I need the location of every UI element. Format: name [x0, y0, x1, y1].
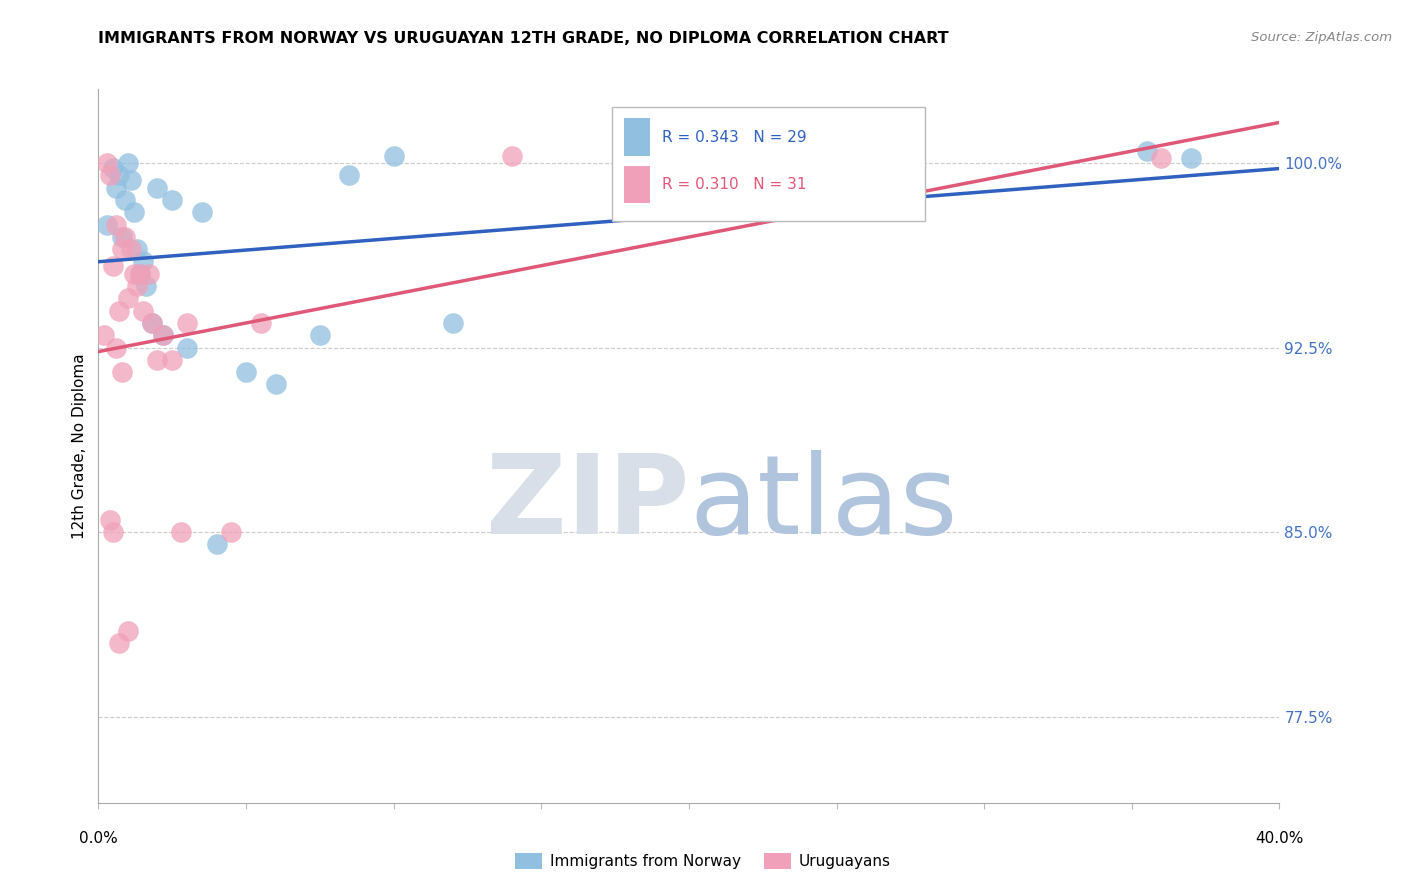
Text: R = 0.343   N = 29: R = 0.343 N = 29: [662, 129, 807, 145]
Point: [141, 316, 163, 330]
Point: [98, 513, 121, 527]
Point: [128, 267, 150, 281]
Point: [108, 169, 131, 183]
Point: [120, 242, 142, 256]
Point: [146, 352, 169, 367]
Point: [128, 267, 150, 281]
Point: [117, 624, 139, 638]
Text: Source: ZipAtlas.com: Source: ZipAtlas.com: [1251, 31, 1392, 45]
Point: [122, 205, 145, 219]
Point: [176, 341, 198, 355]
Text: atlas: atlas: [689, 450, 957, 557]
Point: [162, 352, 183, 367]
Point: [103, 525, 125, 540]
Text: R = 0.310   N = 31: R = 0.310 N = 31: [662, 178, 806, 193]
Text: 40.0%: 40.0%: [1256, 831, 1303, 846]
Point: [111, 365, 134, 379]
Point: [103, 161, 125, 175]
Point: [1135, 144, 1157, 158]
Text: IMMIGRANTS FROM NORWAY VS URUGUAYAN 12TH GRADE, NO DIPLOMA CORRELATION CHART: IMMIGRANTS FROM NORWAY VS URUGUAYAN 12TH…: [98, 31, 949, 46]
Point: [114, 193, 136, 207]
Point: [114, 230, 136, 244]
Point: [152, 328, 174, 343]
FancyBboxPatch shape: [624, 166, 650, 203]
Point: [382, 148, 405, 162]
Point: [105, 341, 128, 355]
Point: [152, 328, 174, 343]
FancyBboxPatch shape: [624, 119, 650, 155]
Point: [103, 260, 125, 274]
Point: [125, 279, 148, 293]
Point: [108, 303, 131, 318]
Point: [111, 242, 134, 256]
Point: [309, 328, 332, 343]
Point: [235, 365, 257, 379]
Legend: Immigrants from Norway, Uruguayans: Immigrants from Norway, Uruguayans: [509, 847, 897, 875]
Point: [264, 377, 287, 392]
Text: 0.0%: 0.0%: [79, 831, 118, 846]
Point: [122, 267, 145, 281]
Point: [170, 525, 193, 540]
Point: [339, 169, 360, 183]
Text: ZIP: ZIP: [485, 450, 689, 557]
Point: [125, 242, 148, 256]
Point: [501, 148, 523, 162]
Point: [117, 291, 139, 305]
Point: [111, 230, 134, 244]
Point: [162, 193, 183, 207]
Point: [1150, 151, 1173, 165]
Point: [120, 173, 142, 187]
Point: [176, 316, 198, 330]
Point: [191, 205, 214, 219]
Point: [250, 316, 273, 330]
FancyBboxPatch shape: [612, 107, 925, 221]
Point: [98, 169, 121, 183]
Point: [141, 316, 163, 330]
Point: [96, 156, 118, 170]
Point: [105, 180, 128, 194]
Point: [678, 156, 700, 170]
Point: [132, 303, 155, 318]
Point: [221, 525, 243, 540]
Point: [105, 218, 128, 232]
Point: [117, 156, 139, 170]
Point: [1180, 151, 1202, 165]
Point: [96, 218, 118, 232]
Y-axis label: 12th Grade, No Diploma: 12th Grade, No Diploma: [72, 353, 87, 539]
Point: [146, 180, 169, 194]
Point: [138, 267, 160, 281]
Point: [108, 636, 131, 650]
Point: [93, 328, 115, 343]
Point: [205, 537, 228, 551]
Point: [441, 316, 464, 330]
Point: [135, 279, 157, 293]
Point: [132, 254, 155, 268]
